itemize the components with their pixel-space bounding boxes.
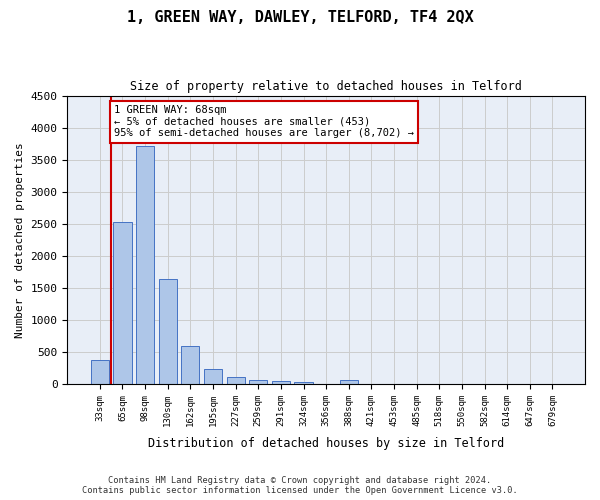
Bar	[204, 369, 222, 384]
Text: 1 GREEN WAY: 68sqm
← 5% of detached houses are smaller (453)
95% of semi-detache: 1 GREEN WAY: 68sqm ← 5% of detached hous…	[114, 105, 414, 138]
Bar	[136, 146, 154, 384]
Bar	[272, 382, 290, 384]
Bar	[181, 346, 199, 384]
Text: 1, GREEN WAY, DAWLEY, TELFORD, TF4 2QX: 1, GREEN WAY, DAWLEY, TELFORD, TF4 2QX	[127, 10, 473, 25]
Bar	[249, 380, 268, 384]
Bar	[113, 222, 131, 384]
Title: Size of property relative to detached houses in Telford: Size of property relative to detached ho…	[130, 80, 522, 93]
Bar	[91, 360, 109, 384]
Bar	[227, 377, 245, 384]
Bar	[340, 380, 358, 384]
Bar	[295, 382, 313, 384]
Y-axis label: Number of detached properties: Number of detached properties	[15, 142, 25, 338]
Text: Contains HM Land Registry data © Crown copyright and database right 2024.
Contai: Contains HM Land Registry data © Crown c…	[82, 476, 518, 495]
X-axis label: Distribution of detached houses by size in Telford: Distribution of detached houses by size …	[148, 437, 504, 450]
Bar	[158, 280, 177, 384]
